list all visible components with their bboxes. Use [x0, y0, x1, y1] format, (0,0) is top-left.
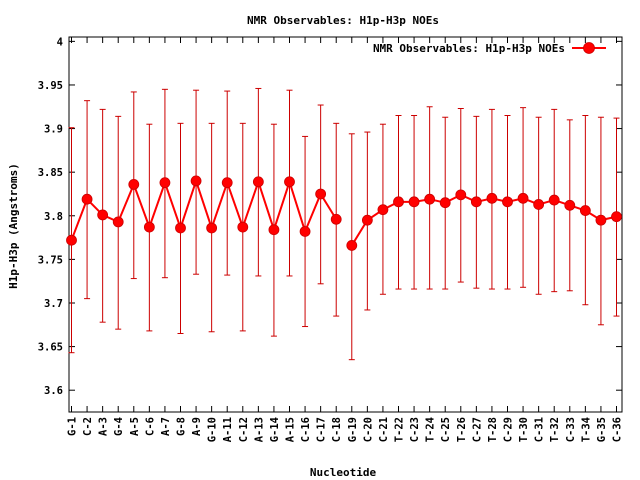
- y-tick-label: 3.95: [38, 80, 63, 92]
- data-point: [377, 204, 389, 216]
- x-tick-label: T-26: [456, 417, 468, 442]
- data-point: [221, 177, 233, 189]
- chart-title: NMR Observables: H1p-H3p NOEs: [247, 14, 439, 27]
- data-point: [424, 193, 436, 205]
- data-point: [237, 221, 249, 233]
- y-axis-label: H1p-H3p (Angstroms): [7, 163, 20, 289]
- y-tick-label: 4: [57, 36, 63, 48]
- y-tick-label: 3.75: [38, 254, 63, 266]
- x-tick-label: A-7: [160, 417, 172, 436]
- data-point: [190, 175, 202, 187]
- data-point: [502, 196, 513, 208]
- x-tick-label: A-9: [191, 417, 203, 436]
- y-tick-label: 3.6: [44, 385, 63, 397]
- x-axis-label: Nucleotide: [310, 466, 377, 479]
- data-point: [361, 214, 373, 226]
- x-tick-label: C-2: [82, 417, 94, 436]
- series-points: [66, 175, 622, 251]
- data-point: [408, 196, 420, 208]
- series-line: [350, 193, 617, 246]
- x-tick-label: T-34: [580, 417, 592, 442]
- data-point: [206, 222, 218, 234]
- data-point: [579, 205, 591, 216]
- x-tick-label: T-22: [394, 417, 406, 442]
- x-tick-label: C-29: [503, 417, 515, 442]
- legend-marker: [583, 42, 595, 54]
- x-tick-label: C-27: [471, 417, 483, 442]
- y-axis: 3.6 3.65 3.7 3.75 3.8 3.85 3.9 3.95 4: [38, 36, 622, 397]
- x-tick-label: G-19: [347, 417, 359, 442]
- x-tick-label: C-6: [144, 417, 156, 436]
- plot-frame: [68, 36, 623, 413]
- x-tick-label: C-17: [316, 417, 328, 442]
- data-point: [112, 216, 124, 228]
- x-tick-label: C-25: [440, 417, 452, 442]
- x-tick-label: T-32: [549, 417, 561, 442]
- data-point: [175, 222, 186, 234]
- x-tick-label: C-23: [409, 417, 421, 442]
- data-point: [159, 177, 171, 189]
- legend: NMR Observables: H1p-H3p NOEs: [373, 42, 606, 55]
- legend-label: NMR Observables: H1p-H3p NOEs: [373, 42, 565, 55]
- x-tick-label: C-12: [238, 417, 250, 442]
- x-tick-label: C-21: [378, 417, 390, 442]
- data-point: [315, 188, 327, 200]
- x-tick-label: C-16: [300, 417, 312, 442]
- x-tick-label: A-11: [222, 417, 234, 442]
- x-tick-label: C-31: [534, 417, 546, 442]
- x-tick-label: A-5: [129, 417, 141, 436]
- y-tick-label: 3.7: [44, 298, 63, 310]
- y-tick-label: 3.9: [44, 124, 63, 136]
- data-point: [330, 213, 342, 225]
- data-point: [268, 224, 280, 236]
- y-tick-label: 3.8: [44, 211, 63, 223]
- data-point: [517, 192, 529, 204]
- x-tick-label: T-30: [518, 417, 530, 442]
- series-lines: [70, 177, 617, 246]
- data-point: [97, 209, 109, 221]
- x-tick-label: G-10: [207, 417, 219, 442]
- data-point: [346, 240, 358, 251]
- data-point: [470, 196, 482, 208]
- data-point: [533, 199, 545, 210]
- y-tick-label: 3.85: [38, 167, 63, 179]
- x-tick-label: C-18: [331, 417, 343, 442]
- data-point: [284, 176, 295, 188]
- data-point: [252, 176, 264, 188]
- data-point: [548, 194, 560, 206]
- x-tick-label: G-35: [596, 417, 608, 442]
- data-point: [439, 197, 451, 209]
- data-point: [455, 189, 467, 201]
- x-axis: G-1 C-2 A-3 G-4 A-5 C-6 A-7 G-8 A-9 G-10 A-11 C-12 A…: [67, 37, 624, 442]
- data-point: [486, 192, 498, 204]
- data-point: [595, 214, 607, 226]
- data-point: [66, 234, 77, 246]
- y-tick-label: 3.65: [38, 342, 63, 354]
- series-line: [70, 177, 338, 241]
- x-tick-label: A-3: [98, 417, 110, 436]
- data-point: [611, 211, 622, 223]
- x-tick-label: C-33: [565, 417, 577, 442]
- data-point: [143, 221, 155, 233]
- x-tick-label: G-14: [269, 417, 281, 442]
- x-tick-label: C-20: [362, 417, 374, 442]
- data-point: [299, 226, 311, 237]
- data-point: [128, 178, 140, 190]
- data-point: [81, 193, 93, 205]
- x-tick-label: A-13: [253, 417, 265, 442]
- x-tick-label: C-36: [612, 417, 624, 442]
- x-tick-label: T-24: [425, 417, 437, 442]
- x-tick-label: T-28: [487, 417, 499, 442]
- x-tick-label: G-4: [113, 417, 125, 436]
- x-tick-label: G-1: [67, 417, 79, 436]
- data-point: [393, 196, 404, 208]
- data-point: [564, 199, 576, 211]
- x-tick-label: A-15: [285, 417, 297, 442]
- x-tick-label: G-8: [176, 417, 188, 436]
